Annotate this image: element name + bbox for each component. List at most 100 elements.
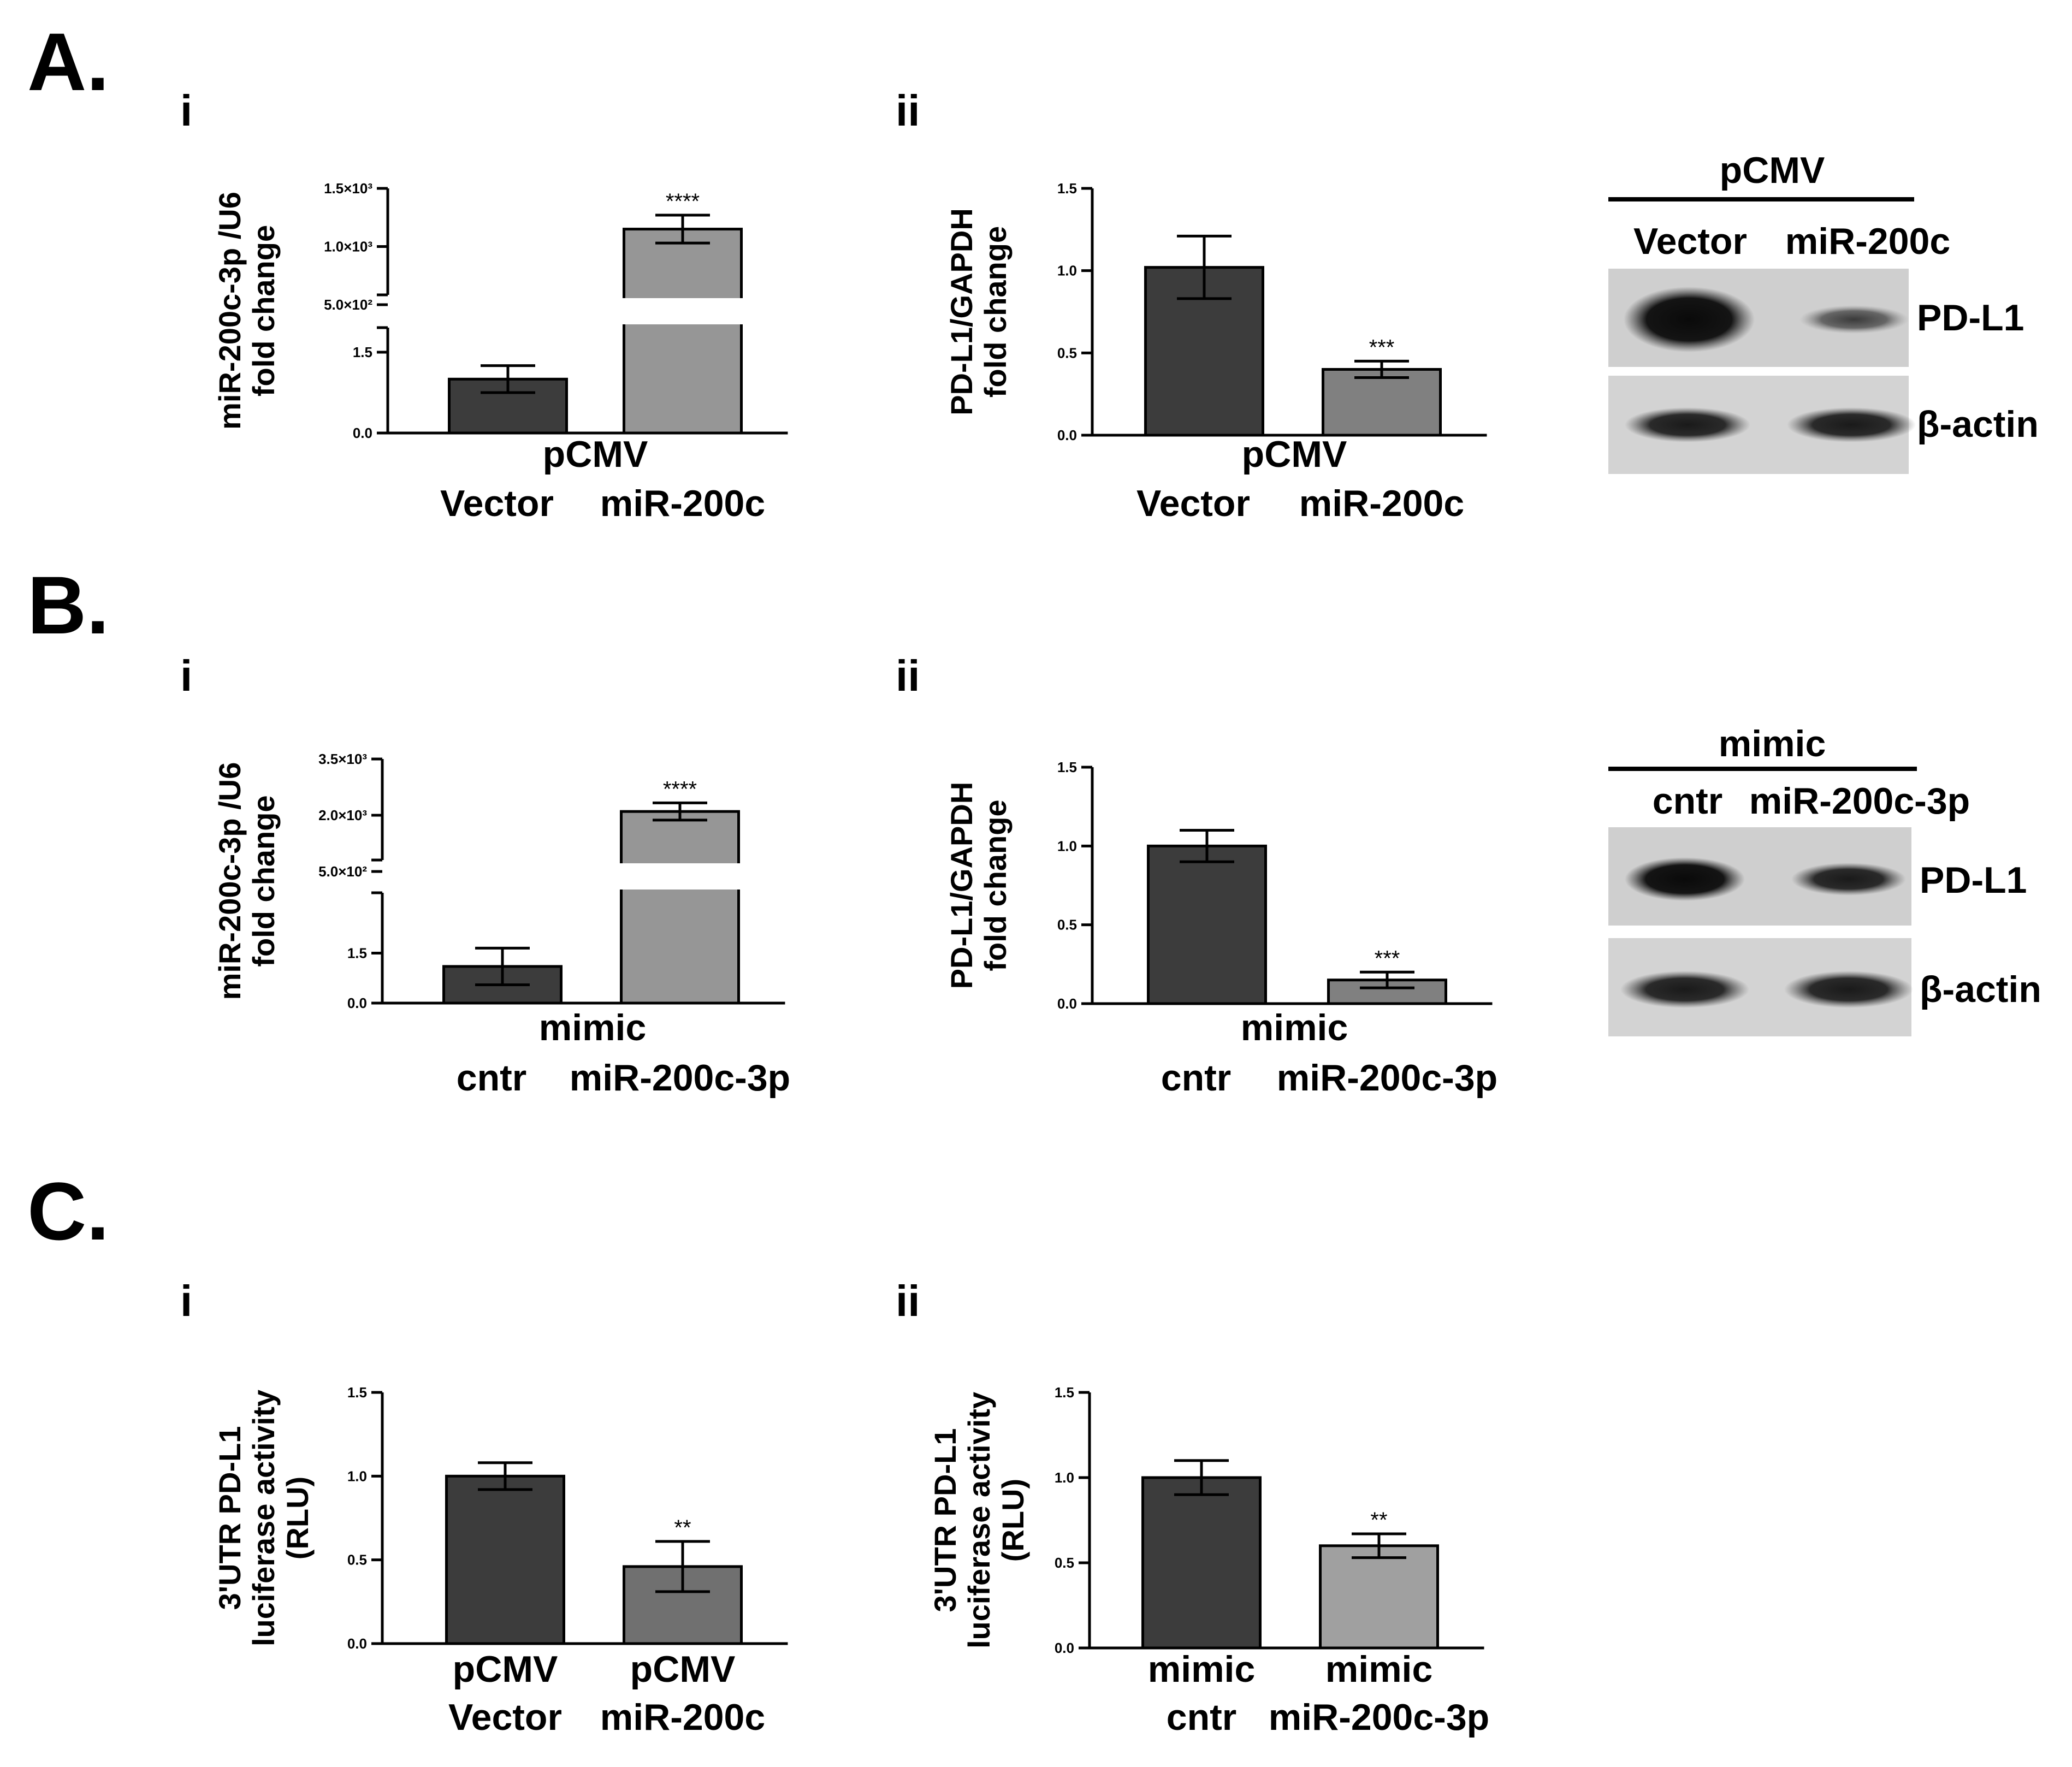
c-ii-bar-1 (1319, 1544, 1439, 1650)
c-i-tick-label-1: 0.5 (347, 1552, 367, 1568)
b-ii-group-label: mimic (1241, 1007, 1348, 1048)
blot-b-lane-1: cntr (1653, 780, 1722, 822)
a-ii-group-label: pCMV (1242, 434, 1347, 475)
blot-b-band-pdl1-mimic (1791, 863, 1906, 896)
a-i-group-label: pCMV (543, 434, 648, 475)
a-i-category-label-1: miR-200c (600, 483, 765, 524)
c-ii-significance-1: ** (1370, 1508, 1387, 1532)
c-ii-ylabel-line-1: luciferase activity (962, 1392, 996, 1649)
blot-b-label-pdl1: PD-L1 (1920, 859, 2027, 901)
chart-b-i: miR-200c-3p /U6 fold change 0.0 1.5 5.0×10² 2… (212, 751, 790, 1099)
panel-c-sub-i: i (180, 1277, 192, 1325)
b-ii-tick-label-3: 1.5 (1057, 759, 1077, 775)
b-i-category-label-0: cntr (457, 1057, 526, 1099)
a-i-tick-label-lower-1: 1.5 (353, 344, 372, 360)
c-i-tick-label-3: 1.5 (347, 1384, 367, 1401)
blot-a-header: pCMV (1720, 150, 1825, 191)
b-ii-ylabel-line-1: fold change (978, 799, 1013, 971)
panel-a-sub-i: i (180, 86, 192, 135)
blot-a-label-pdl1: PD-L1 (1917, 297, 2024, 339)
blot-b-band-actin-cntr (1620, 971, 1749, 1008)
panel-letter-a: A. (27, 16, 109, 108)
c-i-category-label-1-line-0: pCMV (630, 1649, 736, 1690)
a-i-significance-1: **** (666, 189, 700, 214)
chart-c-ii: 3'UTR PD-L1 luciferase activity (RLU) 0.0 0.… (928, 1384, 1489, 1738)
a-ii-category-label-0: Vector (1136, 483, 1250, 524)
c-ii-category-label-1-line-1: miR-200c-3p (1269, 1697, 1489, 1738)
b-ii-tick-label-1: 0.5 (1057, 917, 1077, 933)
blot-a-band-actin-vector (1625, 407, 1750, 442)
b-ii-significance-1: *** (1375, 946, 1400, 970)
a-i-tick-label-lower-0: 0.0 (353, 425, 372, 441)
a-ii-tick-label-2: 1.0 (1057, 263, 1077, 279)
chart-a-ii: PD-L1/GAPDH fold change 0.0 0.5 1.0 1.5 *** pCM… (944, 180, 1487, 524)
a-ii-category-label-1: miR-200c (1299, 483, 1464, 524)
a-i-break-gap (621, 298, 744, 324)
western-blot-b: mimic cntr miR-200c-3p PD-L1 β-actin (1608, 723, 2041, 1036)
c-i-ylabel-line-1: luciferase activity (246, 1390, 281, 1646)
b-i-tick-label-upper-2: 3.5×10³ (318, 751, 367, 767)
a-ii-ylabel-line-0: PD-L1/GAPDH (944, 208, 979, 416)
chart-a-i: miR-200c-3p /U6 fold change 0.0 1.5 5.0×10² 1… (212, 180, 788, 524)
b-ii-tick-label-2: 1.0 (1057, 838, 1077, 854)
blot-a-band-pdl1-mir (1799, 305, 1909, 334)
c-ii-category-label-0-line-1: cntr (1167, 1697, 1236, 1738)
blot-b-band-pdl1-cntr (1625, 857, 1745, 901)
b-i-tick-label-lower-1: 1.5 (347, 945, 367, 962)
b-i-category-label-1: miR-200c-3p (570, 1057, 790, 1099)
b-ii-bar-0 (1147, 844, 1267, 1005)
a-ii-tick-label-3: 1.5 (1057, 180, 1077, 197)
c-ii-category-label-0-line-0: mimic (1148, 1649, 1256, 1690)
b-i-tick-label-upper-0: 5.0×10² (318, 863, 367, 880)
c-ii-ylabel-line-2: (RLU) (996, 1479, 1030, 1562)
b-ii-ylabel-line-0: PD-L1/GAPDH (944, 782, 979, 989)
a-i-tick-label-upper-0: 5.0×10² (324, 297, 372, 313)
panel-c-sub-ii: ii (896, 1277, 920, 1325)
c-ii-ylabel-line-0: 3'UTR PD-L1 (928, 1428, 962, 1612)
b-ii-tick-label-0: 0.0 (1057, 995, 1077, 1012)
panel-b-sub-ii: ii (896, 651, 920, 700)
blot-b-band-actin-mimic (1784, 971, 1913, 1008)
a-ii-tick-label-1: 0.5 (1057, 345, 1077, 361)
b-i-break-gap (619, 863, 741, 890)
c-i-tick-label-2: 1.0 (347, 1468, 367, 1484)
blot-a-lane-1: Vector (1633, 221, 1747, 262)
c-ii-category-label-1-line-0: mimic (1325, 1649, 1433, 1690)
c-i-ylabel-line-0: 3'UTR PD-L1 (212, 1426, 247, 1610)
a-ii-tick-label-0: 0.0 (1057, 427, 1077, 443)
western-blot-a: pCMV Vector miR-200c PD-L1 β-actin (1608, 150, 2039, 474)
b-i-ylabel-line-1: fold change (246, 795, 281, 966)
b-i-tick-label-lower-0: 0.0 (347, 995, 367, 1011)
c-ii-tick-label-0: 0.0 (1055, 1640, 1074, 1656)
blot-a-band-actin-mir (1787, 407, 1916, 442)
c-i-category-label-1-line-1: miR-200c (600, 1697, 765, 1738)
a-ii-bar-1 (1322, 367, 1442, 437)
blot-b-lane-2: miR-200c-3p (1749, 780, 1970, 822)
a-i-ylabel-line-1: fold change (246, 225, 281, 396)
panel-b-sub-i: i (180, 651, 192, 700)
a-i-bar-1 (623, 228, 743, 435)
blot-b-header: mimic (1719, 723, 1826, 764)
a-i-tick-label-upper-2: 1.5×10³ (324, 180, 372, 197)
b-i-group-label: mimic (539, 1007, 647, 1048)
c-i-tick-label-0: 0.0 (347, 1635, 367, 1652)
b-ii-category-label-1: miR-200c-3p (1277, 1057, 1497, 1099)
c-ii-bar-0 (1141, 1476, 1262, 1650)
chart-b-ii: PD-L1/GAPDH fold change 0.0 0.5 1.0 1.5 *** mim… (944, 759, 1497, 1099)
panel-a-sub-ii: ii (896, 86, 920, 135)
panel-letter-b: B. (27, 559, 109, 651)
chart-c-i: 3'UTR PD-L1 luciferase activity (RLU) 0.0 0.… (212, 1384, 788, 1738)
c-ii-tick-label-2: 1.0 (1055, 1469, 1074, 1486)
c-i-bar-0 (445, 1474, 565, 1645)
a-ii-significance-1: *** (1369, 335, 1395, 359)
c-ii-tick-label-3: 1.5 (1055, 1384, 1074, 1401)
panel-letter-c: C. (27, 1165, 109, 1257)
blot-b-label-actin: β-actin (1920, 969, 2041, 1010)
c-ii-tick-label-1: 0.5 (1055, 1555, 1074, 1571)
c-i-category-label-0-line-0: pCMV (453, 1649, 558, 1690)
blot-a-label-actin: β-actin (1917, 404, 2039, 445)
c-i-category-label-0-line-1: Vector (448, 1697, 562, 1738)
a-i-ylabel-line-0: miR-200c-3p /U6 (212, 192, 247, 430)
b-i-ylabel-line-0: miR-200c-3p /U6 (212, 762, 247, 1000)
